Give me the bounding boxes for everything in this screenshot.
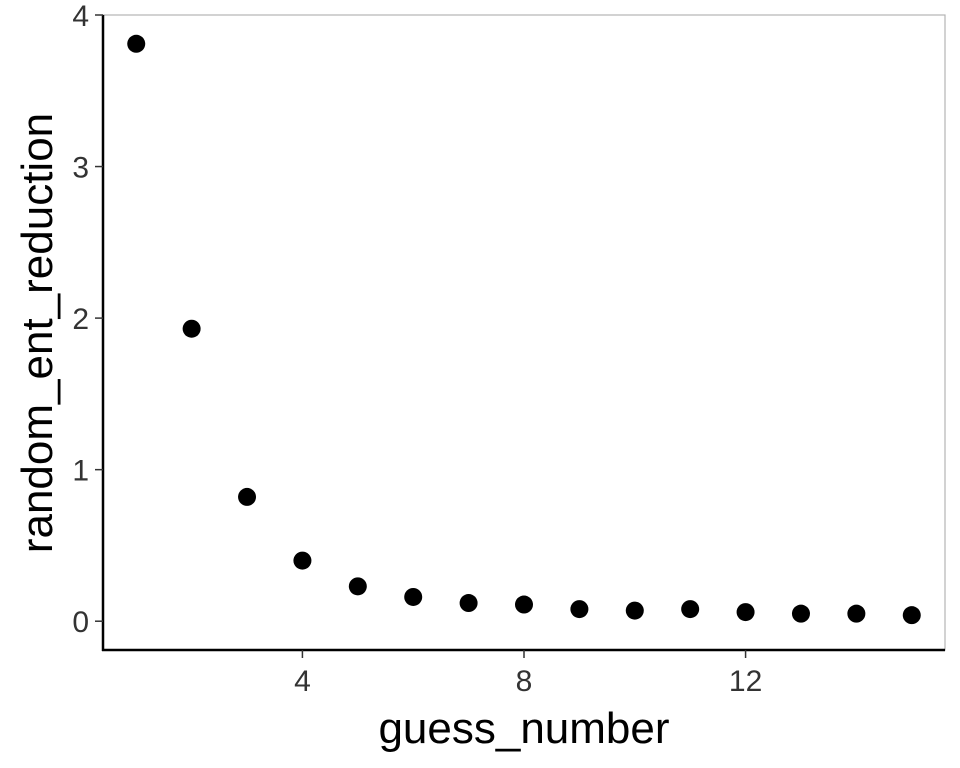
x-tick-label-8: 8: [516, 665, 533, 698]
data-point-14: [847, 604, 866, 623]
data-point-3: [238, 487, 257, 506]
data-point-5: [348, 577, 367, 596]
data-point-12: [736, 603, 755, 622]
data-point-7: [459, 594, 478, 613]
panel-border: [102, 14, 946, 651]
y-axis-title: random_ent_reduction: [13, 113, 62, 553]
data-point-4: [293, 551, 312, 570]
data-point-6: [404, 587, 423, 606]
y-tick-label-1: 1: [72, 455, 89, 488]
data-point-2: [182, 319, 201, 338]
axes-layer: [101, 15, 945, 652]
data-point-13: [791, 604, 810, 623]
y-ticks: 0 1 2 3 4: [72, 0, 103, 639]
data-point-1: [127, 34, 146, 53]
x-ticks: 4 8 12: [294, 650, 762, 698]
points-layer: [127, 34, 921, 625]
x-axis-title: guess_number: [378, 704, 669, 753]
data-point-8: [515, 595, 533, 614]
y-tick-label-3: 3: [72, 152, 89, 185]
y-tick-label-0: 0: [72, 606, 89, 639]
y-tick-label-2: 2: [72, 303, 89, 336]
data-point-10: [625, 601, 644, 620]
data-point-9: [570, 600, 589, 619]
data-point-11: [681, 600, 700, 619]
x-tick-label-12: 12: [729, 665, 762, 698]
x-tick-label-4: 4: [294, 665, 311, 698]
data-point-15: [902, 606, 921, 625]
y-tick-label-4: 4: [72, 0, 89, 33]
